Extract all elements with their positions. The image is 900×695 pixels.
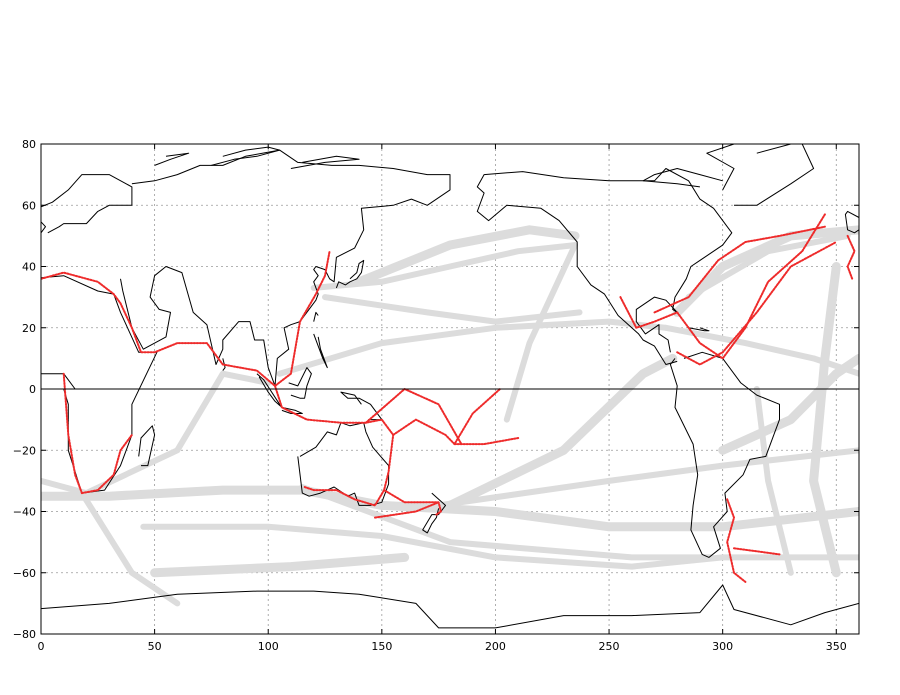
red-ship-track bbox=[374, 501, 440, 519]
coastline bbox=[706, 144, 815, 206]
grey-ship-track bbox=[503, 242, 578, 423]
y-tick-label: −80 bbox=[13, 628, 36, 641]
coastline bbox=[476, 168, 733, 365]
grey-ship-track bbox=[809, 262, 841, 578]
coastline bbox=[340, 391, 383, 421]
red-ship-track bbox=[364, 388, 463, 446]
grey-ship-track bbox=[78, 490, 181, 607]
x-tick-label: 150 bbox=[371, 640, 392, 653]
coastline bbox=[313, 311, 319, 322]
y-tick-label: 20 bbox=[22, 322, 36, 335]
coastline bbox=[313, 333, 328, 369]
red-ship-track bbox=[676, 241, 838, 366]
x-tick-label: 50 bbox=[148, 640, 162, 653]
coastline bbox=[422, 492, 446, 534]
y-tick-label: −20 bbox=[13, 444, 36, 457]
red-ship-track bbox=[846, 234, 856, 280]
red-ship-track bbox=[383, 489, 442, 516]
coastline bbox=[844, 210, 859, 234]
red-ship-track bbox=[653, 225, 826, 314]
grey-ship-track bbox=[435, 447, 859, 509]
red-ship-track bbox=[80, 433, 133, 495]
x-tick-label: 0 bbox=[38, 640, 45, 653]
y-axis: −80 −60 −40 −20 0 20 40 60 80 bbox=[13, 138, 859, 641]
coastline bbox=[290, 155, 360, 169]
red-ship-track bbox=[726, 498, 747, 583]
coastline bbox=[722, 144, 792, 154]
coastline bbox=[222, 358, 226, 371]
grey-ship-track bbox=[150, 552, 410, 578]
red-ship-track bbox=[274, 384, 395, 507]
coastline bbox=[211, 146, 281, 166]
x-tick-label: 200 bbox=[485, 640, 506, 653]
red-ship-track bbox=[41, 250, 331, 387]
y-tick-label: 0 bbox=[29, 383, 36, 396]
x-tick-label: 300 bbox=[712, 640, 733, 653]
coastline bbox=[41, 584, 859, 629]
highlighted-ship-tracks bbox=[41, 213, 856, 583]
grey-ship-track bbox=[753, 386, 794, 576]
red-ship-track bbox=[676, 213, 826, 360]
background-ship-tracks bbox=[41, 225, 859, 607]
red-ship-track bbox=[453, 437, 520, 446]
red-ship-track bbox=[733, 547, 781, 556]
grey-ship-track bbox=[322, 294, 583, 325]
grey-ship-track bbox=[299, 484, 715, 561]
x-tick-label: 350 bbox=[826, 640, 847, 653]
y-tick-label: 40 bbox=[22, 261, 36, 274]
grey-ship-track bbox=[41, 485, 859, 532]
red-ship-track bbox=[619, 296, 679, 329]
grey-ship-track bbox=[41, 370, 272, 497]
grey-ship-track bbox=[445, 353, 678, 510]
x-tick-label: 250 bbox=[599, 640, 620, 653]
y-tick-label: 60 bbox=[22, 199, 36, 212]
coastlines bbox=[41, 144, 859, 629]
coastline bbox=[120, 149, 451, 387]
grey-ship-track bbox=[662, 324, 859, 377]
red-ship-track bbox=[62, 372, 83, 495]
x-tick-label: 100 bbox=[258, 640, 279, 653]
y-tick-label: −40 bbox=[13, 506, 36, 519]
grey-ship-track bbox=[276, 318, 669, 377]
coastline bbox=[335, 259, 365, 289]
grey-ship-track bbox=[354, 225, 580, 287]
x-axis: 0 50 100 150 200 250 300 350 bbox=[38, 144, 847, 653]
coastline bbox=[41, 174, 133, 237]
grey-ship-track bbox=[718, 353, 859, 455]
coastline bbox=[669, 351, 780, 558]
y-tick-label: 80 bbox=[22, 138, 36, 151]
grey-ship-track bbox=[140, 523, 859, 570]
coastline bbox=[154, 152, 190, 166]
red-ship-track bbox=[392, 388, 501, 446]
coastline bbox=[288, 367, 312, 399]
coastline bbox=[138, 425, 156, 467]
coastline bbox=[281, 406, 303, 414]
coastline bbox=[688, 327, 710, 332]
grey-ship-track bbox=[685, 232, 851, 301]
y-tick-label: −60 bbox=[13, 567, 36, 580]
coastline bbox=[642, 168, 723, 188]
